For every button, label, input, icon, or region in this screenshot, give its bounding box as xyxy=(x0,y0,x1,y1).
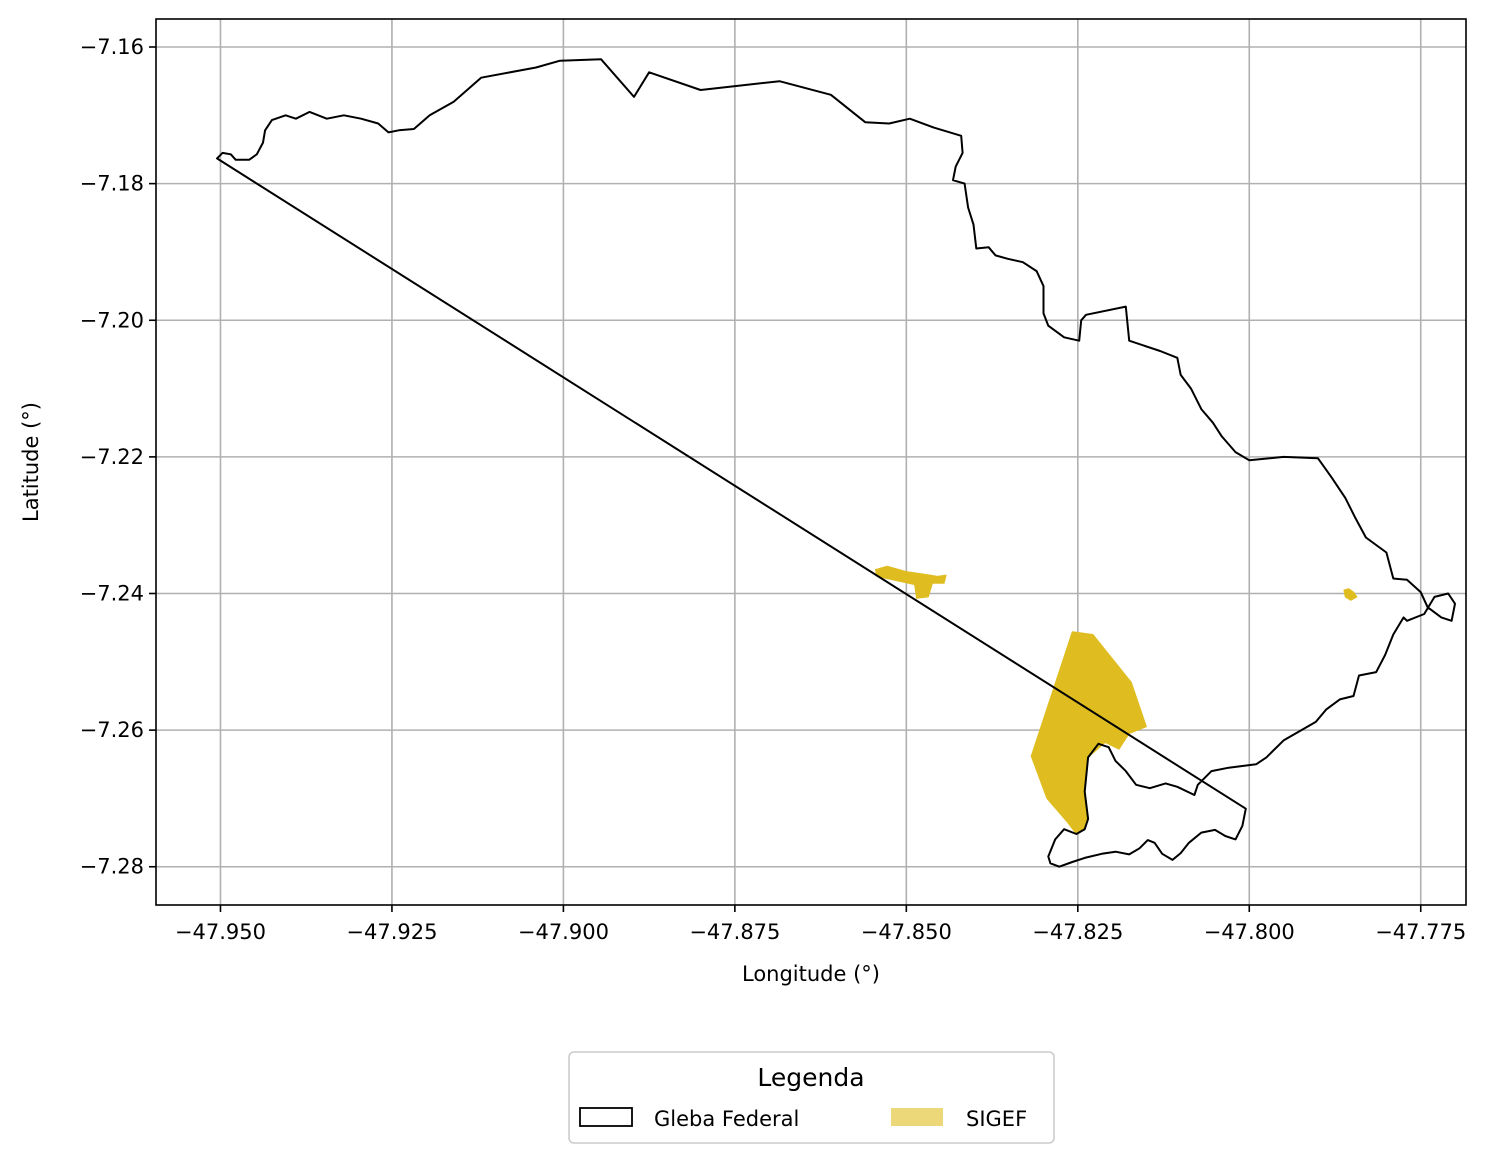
x-axis-title: Longitude (°) xyxy=(742,962,880,986)
y-tick-label: −7.20 xyxy=(80,308,144,332)
legend-swatch-gleba xyxy=(579,1107,633,1127)
legend-swatch-sigef xyxy=(891,1108,943,1126)
x-tick-label: −47.925 xyxy=(346,920,437,944)
y-tick-label: −7.18 xyxy=(80,172,144,196)
legend-label-sigef: SIGEF xyxy=(966,1107,1027,1131)
x-ticks: −47.950 −47.925 −47.900 −47.875 −47.850 −47.8… xyxy=(175,905,1466,944)
x-tick-label: −47.950 xyxy=(175,920,266,944)
x-tick-label: −47.850 xyxy=(861,920,952,944)
sigef-polygon-1 xyxy=(875,565,947,599)
y-tick-label: −7.28 xyxy=(80,855,144,879)
legend-title: Legenda xyxy=(757,1063,864,1092)
y-tick-label: −7.16 xyxy=(80,35,144,59)
data-layer xyxy=(216,58,1456,868)
x-tick-label: −47.775 xyxy=(1375,920,1466,944)
plot-frame xyxy=(155,18,1467,906)
x-tick-label: −47.900 xyxy=(518,920,609,944)
y-tick-label: −7.26 xyxy=(80,718,144,742)
y-tick-label: −7.24 xyxy=(80,581,144,605)
legend: Legenda Gleba Federal SIGEF xyxy=(568,1051,1055,1144)
legend-label-gleba: Gleba Federal xyxy=(654,1107,799,1131)
x-tick-label: −47.825 xyxy=(1032,920,1123,944)
y-ticks: −7.16 −7.18 −7.20 −7.22 −7.24 −7.26 −7.28 xyxy=(80,35,156,879)
y-tick-label: −7.22 xyxy=(80,445,144,469)
gleba-federal-outline xyxy=(216,58,1456,868)
sigef-polygon-3 xyxy=(1343,588,1358,601)
grid xyxy=(156,19,1466,905)
x-tick-label: −47.800 xyxy=(1204,920,1295,944)
x-tick-label: −47.875 xyxy=(689,920,780,944)
y-axis-title: Latitude (°) xyxy=(19,402,43,522)
